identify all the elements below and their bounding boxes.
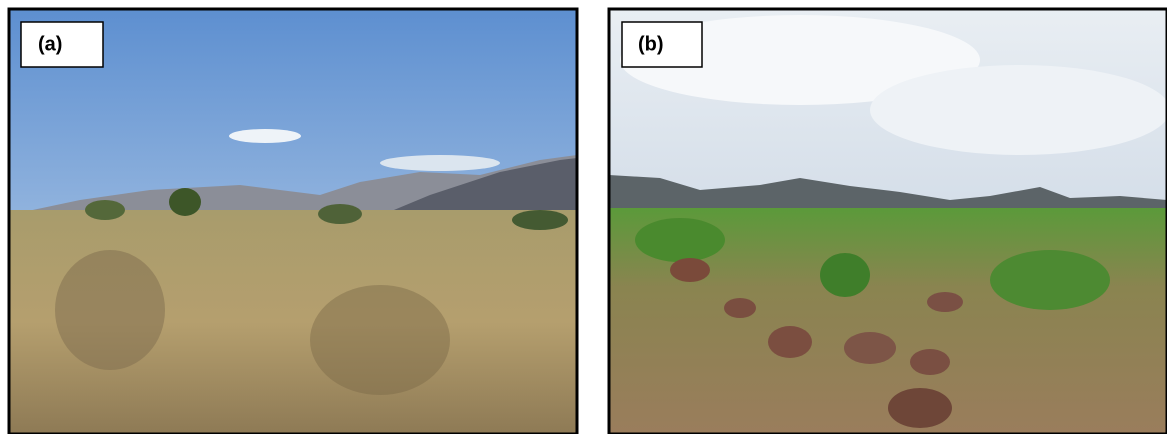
cloud	[870, 65, 1167, 155]
shrub	[85, 200, 125, 220]
shrub	[512, 210, 568, 230]
rock	[927, 292, 963, 312]
panel-label: (b)	[638, 33, 664, 55]
bush	[55, 250, 165, 370]
rock	[768, 326, 812, 358]
bush	[310, 285, 450, 395]
panel-label: (a)	[38, 33, 62, 55]
rock	[724, 298, 756, 318]
shrub	[820, 253, 870, 297]
shrub	[990, 250, 1110, 310]
rock	[844, 332, 896, 364]
tree	[169, 188, 201, 216]
rock	[670, 258, 710, 282]
photo-figure: (a) (b)	[0, 0, 1167, 434]
figure: (a) (b)	[0, 0, 1167, 434]
panel-b: (b)	[609, 9, 1167, 434]
cloud	[229, 129, 301, 143]
panel-a: (a)	[9, 9, 577, 434]
shrub	[318, 204, 362, 224]
cloud	[380, 155, 500, 171]
shrub	[635, 218, 725, 262]
rock	[888, 388, 952, 428]
rock	[910, 349, 950, 375]
